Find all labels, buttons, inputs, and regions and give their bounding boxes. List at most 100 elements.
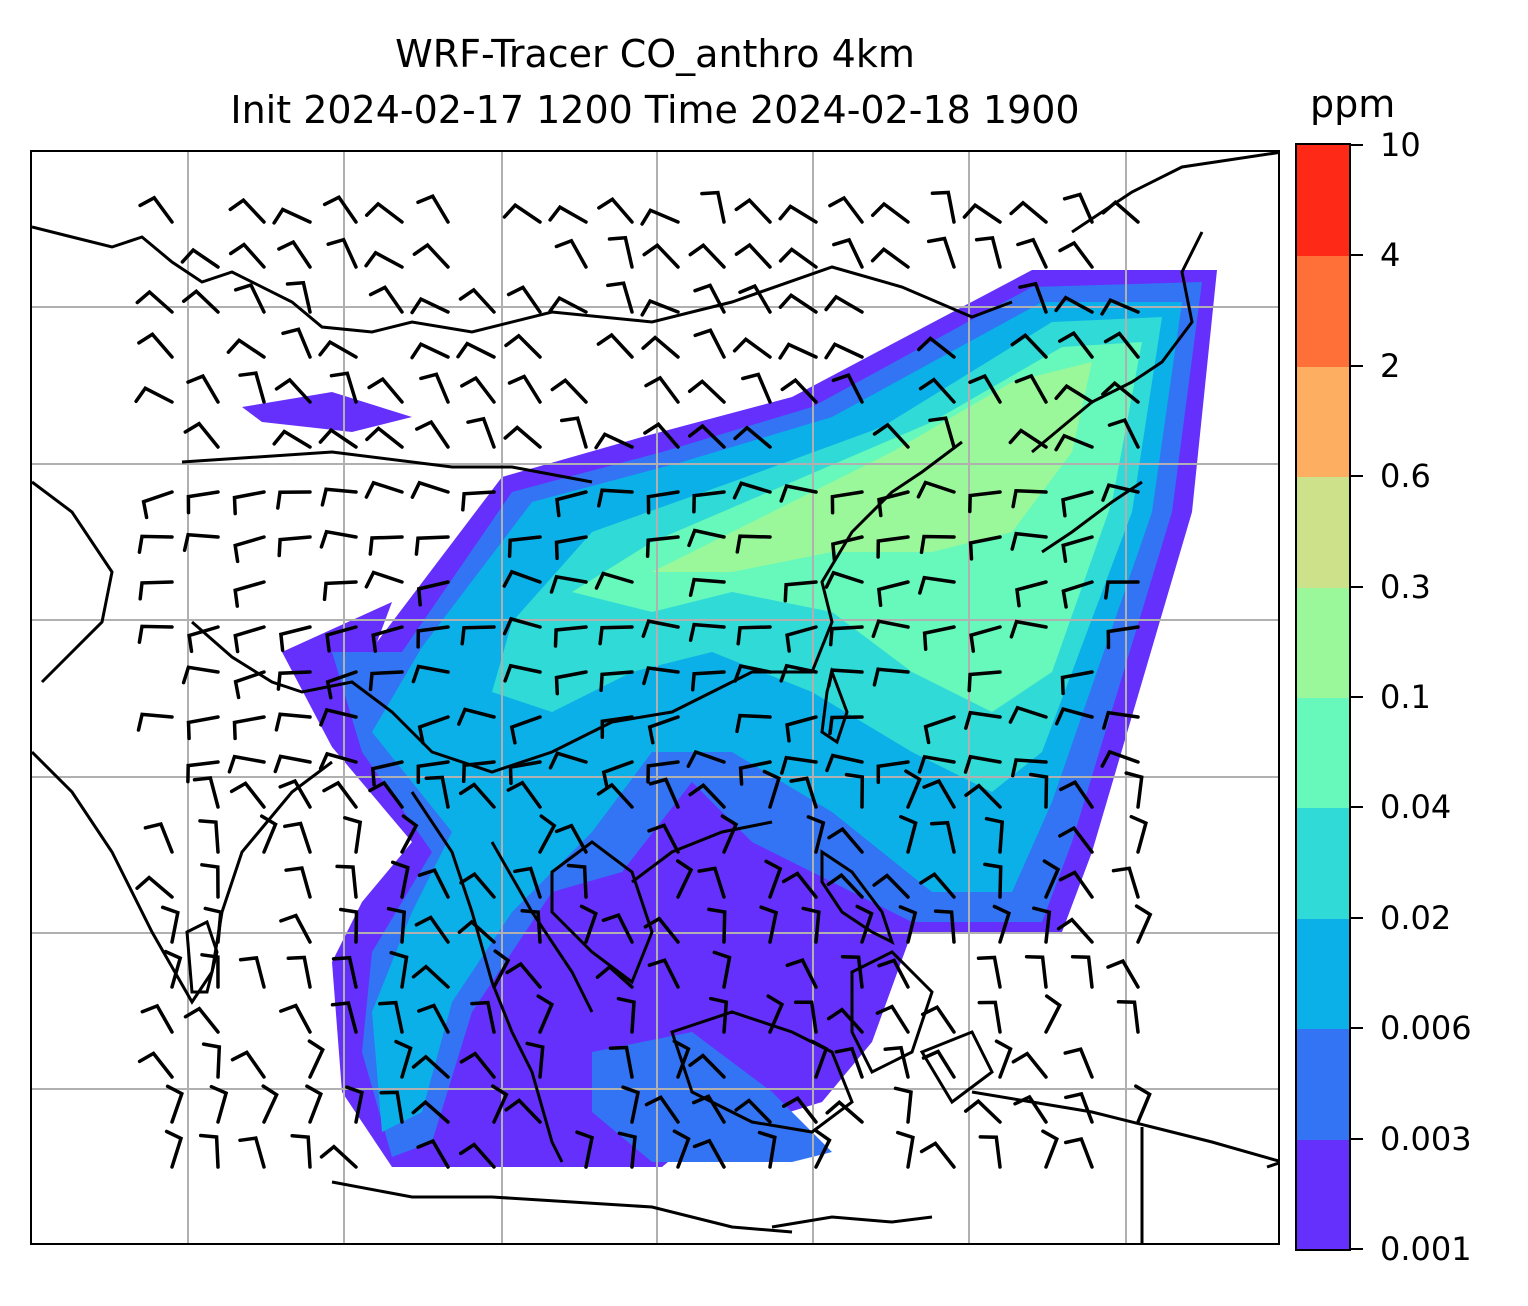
wind-barb — [827, 668, 864, 688]
wind-barb — [877, 490, 910, 518]
wind-barb — [688, 622, 726, 642]
wind-barb — [641, 619, 680, 638]
wind-barb — [1015, 580, 1048, 608]
wind-barb — [458, 1142, 496, 1169]
wind-barb — [780, 377, 818, 404]
colorbar-tick-label: 0.02 — [1380, 898, 1452, 937]
colorbar-tick — [1351, 254, 1363, 257]
wind-barb — [182, 532, 220, 553]
wind-barb — [318, 339, 358, 359]
wind-barb — [1058, 240, 1094, 269]
wind-barb — [364, 201, 404, 224]
wind-barb — [419, 372, 450, 404]
wind-barb — [276, 670, 312, 691]
wind-barb — [594, 571, 634, 590]
wind-barb — [379, 1090, 404, 1124]
wind-barb — [870, 201, 910, 224]
wind-barb — [967, 670, 1002, 693]
wind-barb — [825, 1099, 864, 1124]
wind-barb — [390, 860, 410, 899]
wind-barb — [1100, 749, 1140, 768]
wind-barb — [964, 783, 1002, 809]
wind-barb — [272, 429, 312, 449]
wind-barb — [929, 820, 956, 854]
wind-barb — [1064, 1091, 1094, 1124]
wind-barb — [458, 782, 496, 809]
wind-barb — [693, 283, 726, 314]
colorbar-tick-label: 0.3 — [1380, 567, 1431, 606]
wind-barb — [575, 1130, 595, 1169]
wind-barb — [325, 670, 358, 700]
colorbar-tick-label: 0.6 — [1380, 457, 1431, 496]
wind-barb — [410, 341, 450, 360]
wind-barb — [137, 332, 174, 359]
wind-barb — [183, 1006, 220, 1034]
wind-barb — [759, 905, 779, 944]
wind-barb — [553, 625, 588, 648]
wind-barb — [140, 1003, 174, 1034]
colorbar-tick-label: 0.006 — [1380, 1009, 1472, 1048]
wind-barb — [824, 570, 864, 589]
wind-barb — [181, 665, 220, 685]
wind-barb — [923, 715, 956, 745]
wind-barb — [645, 535, 680, 558]
wind-barb — [508, 760, 542, 785]
wind-barb — [1063, 1047, 1094, 1079]
wind-barb — [411, 664, 450, 684]
wind-barb — [1009, 619, 1048, 639]
wind-barb — [192, 776, 220, 809]
wind-barb — [644, 375, 680, 404]
wind-barb — [416, 760, 450, 785]
wind-barb — [963, 754, 1002, 774]
wind-barb — [762, 769, 782, 809]
wind-barb — [457, 707, 496, 726]
wind-barb — [305, 1084, 323, 1124]
wind-barb — [596, 782, 634, 809]
wind-barb — [274, 377, 312, 404]
wind-barb — [329, 371, 358, 404]
wind-barb — [806, 815, 826, 854]
wind-barb — [136, 712, 174, 732]
wind-barb — [732, 336, 772, 359]
wind-barb — [424, 775, 450, 809]
wind-barb — [228, 197, 266, 224]
wind-barb — [690, 670, 726, 692]
wind-barb — [503, 663, 542, 683]
colorbar-tick-label: 0.001 — [1380, 1230, 1472, 1268]
wind-barb — [365, 426, 404, 449]
wind-barb — [994, 1039, 1013, 1079]
wind-barb — [1024, 954, 1048, 989]
wind-barb — [968, 535, 1002, 561]
wind-barb — [549, 574, 588, 594]
wind-barb — [764, 859, 783, 899]
wind-barb — [672, 1129, 691, 1169]
wind-barb — [876, 760, 910, 785]
wind-barb — [414, 915, 450, 944]
wind-barb — [368, 780, 404, 809]
wind-barb — [1054, 383, 1094, 404]
colorbar-segment — [1297, 1138, 1349, 1249]
map-panel[interactable] — [30, 150, 1280, 1245]
wind-barb — [871, 619, 910, 639]
wind-barb — [181, 288, 220, 314]
wind-barb — [1011, 1051, 1048, 1079]
wind-barb — [778, 247, 818, 269]
wind-barb — [789, 776, 818, 809]
wind-barb — [977, 1000, 1002, 1034]
wind-barb — [875, 1004, 910, 1034]
wind-barb — [688, 782, 726, 809]
wind-barb — [307, 1039, 325, 1079]
wind-barb — [233, 670, 266, 700]
wind-barb — [274, 712, 312, 732]
wind-barb — [687, 379, 726, 404]
wind-barb — [186, 373, 220, 404]
wind-barb — [520, 909, 542, 944]
wind-barb — [285, 280, 312, 314]
wind-barb — [647, 958, 680, 989]
wind-barb — [525, 1041, 545, 1079]
wind-barb — [284, 866, 312, 899]
wind-barb — [642, 666, 680, 686]
wind-barb — [278, 778, 312, 809]
wind-barb — [1101, 483, 1140, 502]
wind-barb — [456, 341, 496, 359]
